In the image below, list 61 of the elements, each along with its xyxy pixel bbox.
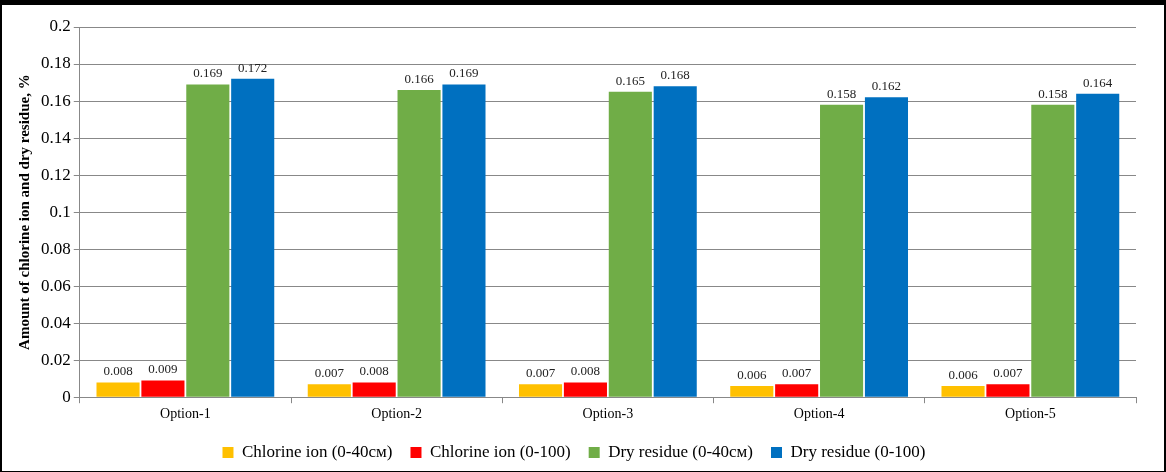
- bar: [1031, 104, 1075, 397]
- y-tick-label: 0.18: [41, 53, 71, 73]
- y-tick-label: 0.02: [41, 349, 71, 369]
- y-tick-label: 0.12: [41, 164, 71, 184]
- data-label: 0.172: [238, 59, 268, 75]
- legend-label: Dry residue (0-40см): [608, 441, 754, 461]
- legend-label: Chlorine ion (0-40см): [241, 441, 393, 461]
- data-label: 0.158: [1038, 85, 1068, 101]
- bar: [730, 386, 774, 397]
- bar: [1076, 93, 1120, 397]
- data-label: 0.162: [871, 78, 902, 94]
- x-tick-label: Option-5: [1005, 406, 1056, 422]
- bar: [96, 382, 140, 397]
- bar: [653, 86, 697, 397]
- data-label: 0.166: [404, 70, 435, 86]
- data-label: 0.008: [570, 363, 601, 379]
- bar: [231, 78, 275, 397]
- legend-label: Dry residue (0-100): [790, 441, 926, 461]
- data-label: 0.169: [193, 65, 223, 81]
- bar: [186, 84, 230, 397]
- x-tick-label: Option-2: [371, 406, 422, 422]
- data-label: 0.164: [1083, 74, 1113, 90]
- bar: [608, 91, 652, 397]
- bar: [307, 384, 351, 397]
- y-tick-label: 0.2: [49, 16, 71, 36]
- data-label: 0.007: [525, 365, 556, 381]
- y-tick-label: 0: [62, 386, 71, 406]
- y-axis-title: Amount of chlorine ion and dry residue, %: [15, 74, 32, 350]
- data-label: 0.158: [826, 85, 857, 101]
- bar: [518, 384, 563, 397]
- bar: [986, 384, 1030, 397]
- y-tick-label: 0.14: [41, 127, 72, 147]
- y-tick-label: 0.1: [49, 201, 71, 221]
- data-label: 0.009: [148, 361, 178, 377]
- bar: [352, 382, 396, 397]
- data-label: 0.008: [359, 363, 389, 379]
- data-label: 0.168: [660, 67, 690, 83]
- bar: [563, 382, 607, 397]
- legend-label: Chlorine ion (0-100): [429, 441, 571, 461]
- bar: [442, 84, 486, 397]
- bar: [820, 104, 864, 397]
- data-label: 0.006: [737, 367, 767, 383]
- x-tick-label: Option-4: [793, 406, 845, 422]
- data-label: 0.169: [449, 65, 479, 81]
- bar: [775, 384, 819, 397]
- data-label: 0.007: [993, 365, 1024, 381]
- x-tick-label: Option-3: [582, 406, 634, 422]
- bar: [864, 97, 909, 397]
- data-label: 0.007: [314, 365, 345, 381]
- bar: [141, 380, 185, 397]
- data-label: 0.008: [103, 363, 133, 379]
- bar: [397, 89, 441, 397]
- y-tick-label: 0.08: [41, 238, 71, 258]
- data-label: 0.006: [948, 367, 979, 383]
- data-label: 0.165: [615, 72, 645, 88]
- y-tick-label: 0.06: [41, 275, 71, 295]
- y-tick-label: 0.04: [41, 312, 72, 332]
- y-tick-label: 0.16: [41, 90, 71, 110]
- data-label: 0.007: [782, 365, 812, 381]
- bar: [941, 386, 985, 397]
- x-tick-label: Option-1: [160, 406, 211, 422]
